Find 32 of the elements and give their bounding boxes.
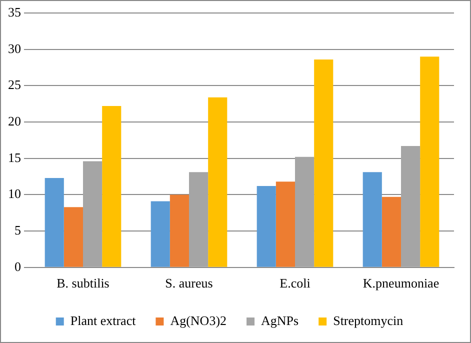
x-tick-label: B. subtilis (56, 276, 110, 291)
y-tick-label: 35 (8, 4, 21, 20)
bar (102, 106, 122, 267)
y-tick-label: 30 (8, 40, 21, 56)
legend-label: Plant extract (70, 312, 136, 328)
bar (189, 172, 208, 267)
bar (256, 186, 276, 267)
bar (314, 60, 334, 267)
y-tick-label: 15 (8, 150, 21, 165)
x-tick-label: E.coli (280, 276, 311, 291)
legend-label: Streptomycin (333, 312, 404, 328)
x-tick-label: K.pneumoniae (362, 276, 440, 291)
bar (276, 182, 295, 267)
bar (401, 146, 420, 267)
bar (150, 201, 170, 267)
bar (420, 56, 440, 267)
y-tick-label: 20 (8, 113, 21, 128)
bar (64, 207, 83, 267)
y-tick-label: 10 (8, 186, 21, 202)
bar (382, 196, 401, 267)
bar (83, 161, 102, 267)
bar (295, 156, 314, 267)
bar (362, 172, 382, 267)
bar (44, 178, 64, 267)
y-tick-label: 5 (14, 222, 21, 238)
y-tick-label: 0 (14, 258, 21, 274)
legend-label: Ag(NO3)2 (170, 312, 227, 328)
bar (170, 194, 189, 267)
legend-label: AgNPs (261, 312, 299, 328)
y-tick-label: 25 (8, 77, 21, 92)
x-tick-label: S. aureus (165, 276, 213, 291)
bar (208, 97, 228, 267)
